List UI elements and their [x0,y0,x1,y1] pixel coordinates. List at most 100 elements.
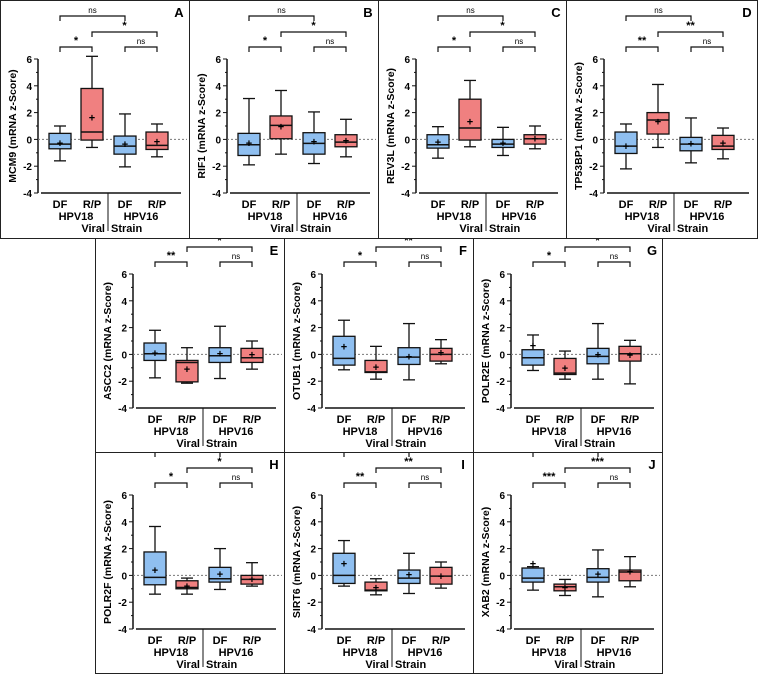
mean-marker: + [500,138,506,150]
mean-marker: + [217,569,223,581]
box-DF-HPV18: + [426,126,450,159]
mean-marker: + [152,565,158,577]
y-tick-label: 0 [121,571,127,582]
x-tick-label: R/P [621,635,639,647]
strain-label: HPV18 [154,426,189,438]
box-R/P-HPV16: + [334,118,358,158]
boxplot-D: D -4 -2 0 2 4 6 TP53BP1 (mRNA z-Score) + DF + R/P + D… [573,5,755,235]
bracket-rp18-vs-rp16: ** [375,456,442,473]
y-tick-label: 0 [404,135,410,146]
panel-letter: B [363,5,372,20]
bracket-df18-vs-rp18: * [248,35,282,52]
strain-label: HPV18 [437,211,472,223]
x-tick-label: DF [337,635,352,647]
bracket-rp18-vs-rp16: ** [657,20,724,37]
y-axis-label: REV3L (mRNA z-Score) [385,68,397,184]
y-tick-label: -4 [496,625,505,636]
y-tick-label: -2 [496,377,505,388]
mean-marker: + [627,350,633,362]
y-tick-label: 2 [215,109,221,120]
x-tick-label: DF [591,635,606,647]
box-iqr [397,347,421,366]
boxplot-J: J -4 -2 0 2 4 6 XAB2 (mRNA z-Score) + DF + R/P + DF + R… [480,453,660,671]
significance-label: ns [137,37,145,46]
box-R/P-HPV16: + [429,561,453,589]
x-tick-label: DF [619,199,634,211]
x-axis-title: Viral [554,438,578,450]
significance-label: * [74,35,79,47]
box-iqr [175,580,199,590]
bracket-df16-vs-rp16: ns [313,37,347,52]
panel-H: H -4 -2 0 2 4 6 POLR2F (mRNA z-Score) + DF + R/P + DF… [95,452,285,674]
y-tick-label: 4 [499,297,505,308]
mean-marker: + [89,112,95,124]
bracket [532,453,599,457]
y-tick-label: -2 [589,162,598,173]
y-tick-label: -4 [496,404,505,415]
bracket [343,261,377,267]
mean-marker: + [688,138,694,150]
y-tick-label: 2 [499,324,505,335]
bracket [690,46,724,52]
box-DF-HPV16: + [491,126,515,157]
x-tick-label: R/P [556,414,574,426]
y-tick-label: 4 [26,82,32,93]
y-tick-label: -2 [212,162,221,173]
bracket [469,31,536,37]
significance-label: ns [277,6,285,15]
bracket [502,46,536,52]
x-tick-label: R/P [432,414,450,426]
box-DF-HPV16: + [397,322,421,381]
y-tick-label: -2 [307,377,316,388]
y-tick-label: 6 [215,55,221,66]
y-tick-label: 4 [310,297,316,308]
panel-letter: F [459,243,467,258]
box-iqr [143,342,167,362]
y-tick-label: 6 [404,55,410,66]
x-axis-title: Strain [300,223,331,235]
bracket-rp18-vs-rp16: * [469,20,536,37]
panel-A: A -4 -2 0 2 4 6 MCM9 (mRNA z-Score) + DF + R/P + DF + R… [0,0,190,239]
panel-letter: C [551,5,561,20]
y-axis-label: ASCC2 (mRNA z-Score) [102,282,114,400]
box-DF-HPV16: + [397,552,421,595]
x-axis-title: Viral [270,223,294,235]
x-tick-label: DF [402,635,417,647]
box-DF-HPV16: + [586,549,610,598]
y-tick-label: -2 [401,162,410,173]
y-tick-label: -2 [307,598,316,609]
panel-letter: A [174,5,184,20]
y-tick-label: 2 [121,324,127,335]
significance-label: ** [404,456,413,468]
x-tick-label: DF [242,199,257,211]
mean-marker: + [249,349,255,361]
x-tick-label: DF [337,414,352,426]
significance-label: ns [421,473,429,482]
y-tick-label: 4 [592,82,598,93]
mean-marker: + [373,362,379,374]
x-tick-label: R/P [272,199,290,211]
bracket [219,482,253,488]
bracket [564,246,631,252]
y-tick-label: 6 [310,491,316,502]
y-tick-label: 4 [499,518,505,529]
x-tick-label: DF [213,635,228,647]
box-DF-HPV16: + [113,113,137,168]
bracket [219,261,253,267]
y-tick-label: 2 [404,109,410,120]
box-iqr [175,359,199,383]
x-axis-title: Strain [584,659,615,671]
significance-label: ns [421,252,429,261]
mean-marker: + [154,136,160,148]
bracket-df18-vs-rp18: * [154,471,188,488]
panel-I: I -4 -2 0 2 4 6 SIRT6 (mRNA z-Score) + DF + R/P + DF +… [284,452,474,674]
strain-label: HPV18 [343,647,378,659]
x-tick-label: R/P [148,199,166,211]
box-R/P-HPV18: + [80,55,104,149]
strain-label: HPV18 [532,647,567,659]
bracket-rp18-vs-rp16: ** [375,239,442,252]
y-tick-label: 0 [499,350,505,361]
mean-marker: + [406,351,412,363]
strain-label: HPV18 [248,211,283,223]
x-tick-label: DF [213,414,228,426]
